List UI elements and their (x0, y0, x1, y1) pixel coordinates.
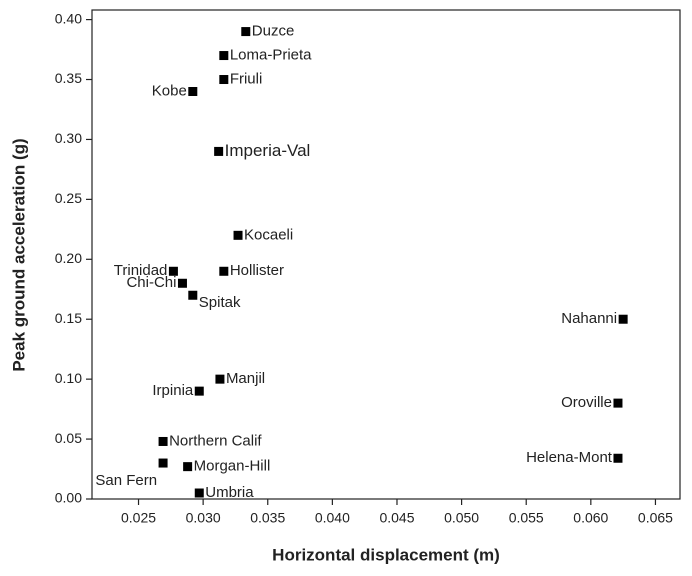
x-tick-label: 0.065 (638, 510, 673, 526)
point-label: Loma-Prieta (230, 47, 312, 64)
point (168, 266, 178, 276)
point (241, 27, 251, 37)
y-tick-label: 0.30 (55, 130, 82, 146)
point (618, 314, 628, 324)
plot-frame (91, 9, 681, 500)
point-label: Helena-Mont (526, 449, 613, 466)
y-axis-title: Peak ground acceleration (g) (9, 138, 28, 371)
x-tick-label: 0.025 (121, 510, 156, 526)
point-label: Umbria (205, 484, 254, 501)
point (158, 458, 168, 468)
point (219, 266, 229, 276)
x-tick-label: 0.055 (509, 510, 544, 526)
point (613, 453, 623, 463)
point-label: Friuli (230, 70, 262, 87)
point-label: Spitak (199, 294, 241, 311)
point-label: Manjil (226, 370, 265, 387)
y-tick-label: 0.35 (55, 70, 82, 86)
point (215, 374, 225, 384)
x-axis-title: Horizontal displacement (m) (272, 545, 500, 564)
y-tick-label: 0.10 (55, 370, 82, 386)
point (183, 462, 193, 472)
point (177, 278, 187, 288)
point-label: Irpinia (152, 382, 194, 399)
point (194, 488, 204, 498)
y-tick-label: 0.00 (55, 490, 82, 506)
x-tick-label: 0.045 (379, 510, 414, 526)
x-tick-label: 0.060 (573, 510, 608, 526)
point (158, 436, 168, 446)
point-label: Chi-Chi (126, 274, 176, 291)
point-label: Kocaeli (244, 226, 293, 243)
x-tick-label: 0.030 (186, 510, 221, 526)
point-label: Oroville (561, 394, 612, 411)
point (194, 386, 204, 396)
point-label: Nahanni (561, 310, 617, 327)
point (233, 230, 243, 240)
point-label: Trinidad (114, 262, 168, 279)
point (214, 146, 224, 156)
y-tick-label: 0.25 (55, 190, 82, 206)
point-label: Morgan-Hill (194, 458, 271, 475)
point (219, 51, 229, 61)
point-label: Imperia-Val (225, 141, 311, 160)
point-label: Duzce (252, 23, 295, 40)
y-tick-label: 0.20 (55, 250, 82, 266)
point-label: Northern Calif (169, 432, 262, 449)
point (188, 87, 198, 96)
point (219, 75, 229, 85)
y-tick-label: 0.05 (55, 430, 82, 446)
point (188, 290, 198, 300)
y-tick-label: 0.15 (55, 310, 82, 326)
point (613, 398, 623, 408)
point-label: San Fern (95, 472, 157, 489)
x-tick-label: 0.035 (250, 510, 285, 526)
point-label: Hollister (230, 262, 284, 279)
point-label: Kobe (152, 82, 187, 99)
x-tick-label: 0.040 (315, 510, 350, 526)
x-tick-label: 0.050 (444, 510, 479, 526)
y-tick-label: 0.40 (55, 10, 82, 26)
